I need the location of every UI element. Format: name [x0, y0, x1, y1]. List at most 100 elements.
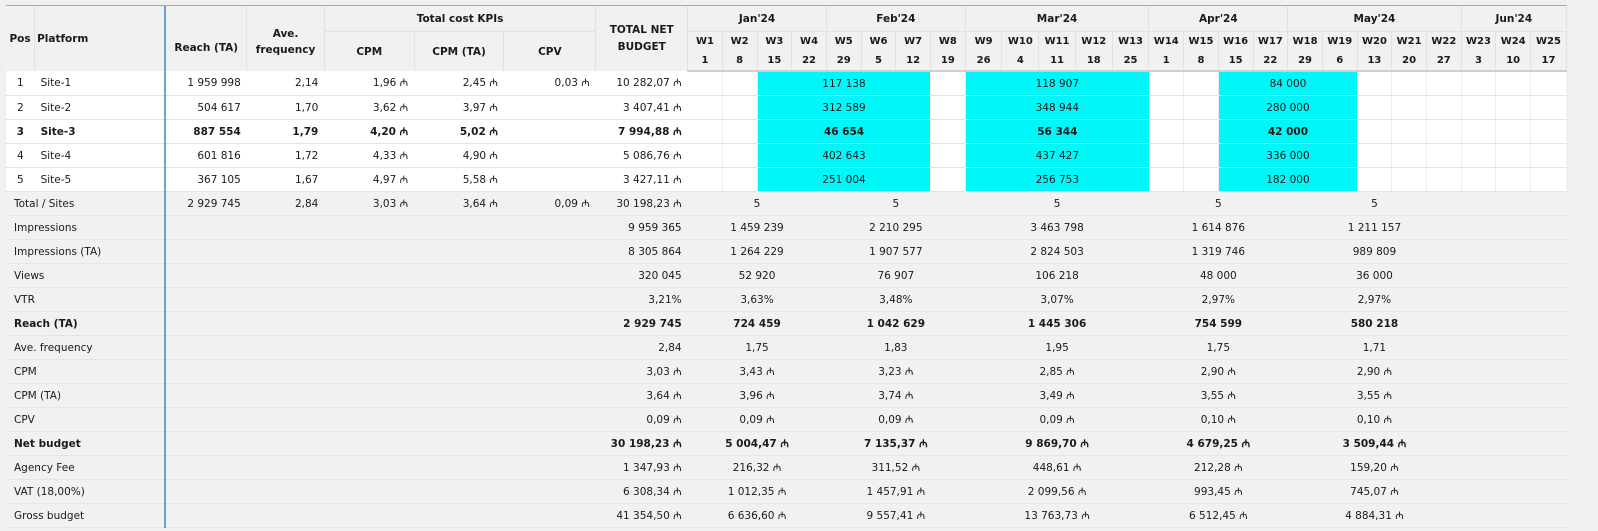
week-cell[interactable]	[930, 95, 966, 120]
flight-block-mar[interactable]: 256 753	[965, 167, 1149, 192]
week-cell[interactable]	[1148, 71, 1185, 96]
week-cell[interactable]	[1391, 71, 1427, 96]
week-cell[interactable]	[1495, 143, 1532, 168]
header-cpv[interactable]: CPV	[503, 31, 597, 71]
site-reach-cell[interactable]: 367 105	[164, 167, 247, 192]
week-cell[interactable]	[1391, 167, 1427, 192]
flight-block-apr-may[interactable]: 84 000	[1218, 71, 1358, 96]
header-reach-ta[interactable]: Reach (TA)	[164, 6, 248, 71]
flight-block-jan-feb[interactable]: 46 654	[757, 119, 931, 144]
header-cpm[interactable]: CPM	[324, 31, 415, 71]
week-cell[interactable]	[722, 167, 758, 192]
week-cell[interactable]	[1357, 167, 1393, 192]
flight-block-jan-feb[interactable]: 312 589	[757, 95, 931, 120]
week-cell[interactable]	[687, 167, 723, 192]
week-cell[interactable]	[1183, 143, 1219, 168]
site-cpm-ta-cell[interactable]: 2,45 ₼	[414, 71, 504, 96]
site-cpm-cell[interactable]: 3,62 ₼	[324, 95, 415, 120]
week-cell[interactable]	[1426, 143, 1462, 168]
site-frequency-cell[interactable]: 1,72	[246, 143, 325, 168]
week-cell[interactable]	[1426, 71, 1462, 96]
site-row[interactable]: 5 Site-5 367 105 1,67 4,97 ₼ 5,58 ₼ 3 427,11 ₼…	[6, 167, 1567, 192]
site-row[interactable]: 3 Site-3 887 554 1,79 4,20 ₼ 5,02 ₼ 7 994,88 ₼…	[6, 119, 1567, 144]
site-row[interactable]: 2 Site-2 504 617 1,70 3,62 ₼ 3,97 ₼ 3 407,41 ₼…	[6, 95, 1567, 120]
site-cpm-cell[interactable]: 4,97 ₼	[324, 167, 415, 192]
site-budget-cell[interactable]: 3 407,41 ₼	[595, 95, 688, 120]
site-budget-cell[interactable]: 10 282,07 ₼	[595, 71, 688, 96]
week-cell[interactable]	[1148, 119, 1185, 144]
week-cell[interactable]	[722, 119, 758, 144]
week-cell[interactable]	[1391, 119, 1427, 144]
site-platform-cell[interactable]: Site-3	[34, 119, 166, 144]
site-cpm-cell[interactable]: 4,33 ₼	[324, 143, 415, 168]
site-cpm-ta-cell[interactable]: 5,02 ₼	[414, 119, 504, 144]
week-cell[interactable]	[1495, 71, 1532, 96]
flight-block-mar[interactable]: 118 907	[965, 71, 1149, 96]
week-cell[interactable]	[1183, 95, 1219, 120]
week-cell[interactable]	[1391, 143, 1427, 168]
site-budget-cell[interactable]: 3 427,11 ₼	[595, 167, 688, 192]
site-cpv-cell[interactable]	[503, 167, 596, 192]
week-cell[interactable]	[1357, 71, 1393, 96]
site-cpm-ta-cell[interactable]: 3,97 ₼	[414, 95, 504, 120]
week-cell[interactable]	[930, 71, 966, 96]
week-cell[interactable]	[1461, 167, 1497, 192]
header-ave-frequency[interactable]: Ave. frequency	[246, 6, 325, 71]
week-cell[interactable]	[687, 95, 723, 120]
site-platform-cell[interactable]: Site-5	[34, 167, 166, 192]
flight-block-apr-may[interactable]: 280 000	[1218, 95, 1358, 120]
site-frequency-cell[interactable]: 1,70	[246, 95, 325, 120]
flight-block-apr-may[interactable]: 42 000	[1218, 119, 1358, 144]
week-cell[interactable]	[687, 143, 723, 168]
week-cell[interactable]	[1426, 119, 1462, 144]
header-cpm-ta[interactable]: CPM (TA)	[414, 31, 505, 71]
week-cell[interactable]	[687, 119, 723, 144]
week-cell[interactable]	[1148, 167, 1185, 192]
week-cell[interactable]	[1530, 95, 1567, 120]
week-cell[interactable]	[722, 71, 758, 96]
site-budget-cell[interactable]: 7 994,88 ₼	[595, 119, 688, 144]
week-cell[interactable]	[1461, 143, 1497, 168]
flight-block-jan-feb[interactable]: 251 004	[757, 167, 931, 192]
flight-block-jan-feb[interactable]: 117 138	[757, 71, 931, 96]
flight-block-mar[interactable]: 348 944	[965, 95, 1149, 120]
header-total-net-budget[interactable]: TOTAL NET BUDGET	[595, 6, 689, 71]
site-reach-cell[interactable]: 887 554	[164, 119, 247, 144]
week-cell[interactable]	[1148, 143, 1185, 168]
flight-block-apr-may[interactable]: 182 000	[1218, 167, 1358, 192]
site-platform-cell[interactable]: Site-1	[34, 71, 166, 96]
week-cell[interactable]	[930, 119, 966, 144]
site-reach-cell[interactable]: 504 617	[164, 95, 247, 120]
flight-block-mar[interactable]: 56 344	[965, 119, 1149, 144]
site-frequency-cell[interactable]: 1,67	[246, 167, 325, 192]
week-cell[interactable]	[1183, 167, 1219, 192]
week-cell[interactable]	[1495, 119, 1532, 144]
week-cell[interactable]	[1530, 71, 1567, 96]
week-cell[interactable]	[1426, 167, 1462, 192]
week-cell[interactable]	[930, 143, 966, 168]
week-cell[interactable]	[1183, 71, 1219, 96]
flight-block-mar[interactable]: 437 427	[965, 143, 1149, 168]
header-pos[interactable]: Pos	[6, 6, 36, 71]
week-cell[interactable]	[1530, 143, 1567, 168]
week-cell[interactable]	[1183, 119, 1219, 144]
week-cell[interactable]	[1148, 95, 1185, 120]
site-row[interactable]: 4 Site-4 601 816 1,72 4,33 ₼ 4,90 ₼ 5 086,76 ₼…	[6, 143, 1567, 168]
week-cell[interactable]	[1495, 95, 1532, 120]
site-platform-cell[interactable]: Site-4	[34, 143, 166, 168]
week-cell[interactable]	[1461, 119, 1497, 144]
site-row[interactable]: 1 Site-1 1 959 998 2,14 1,96 ₼ 2,45 ₼ 0,03 ₼ 10…	[6, 71, 1567, 96]
week-cell[interactable]	[1426, 95, 1462, 120]
site-cpv-cell[interactable]	[503, 119, 596, 144]
week-cell[interactable]	[1461, 71, 1497, 96]
week-cell[interactable]	[722, 143, 758, 168]
site-cpm-cell[interactable]: 4,20 ₼	[324, 119, 415, 144]
site-reach-cell[interactable]: 601 816	[164, 143, 247, 168]
site-cpv-cell[interactable]: 0,03 ₼	[503, 71, 596, 96]
week-cell[interactable]	[722, 95, 758, 120]
flight-block-jan-feb[interactable]: 402 643	[757, 143, 931, 168]
site-budget-cell[interactable]: 5 086,76 ₼	[595, 143, 688, 168]
week-cell[interactable]	[1357, 143, 1393, 168]
week-cell[interactable]	[1530, 167, 1567, 192]
site-reach-cell[interactable]: 1 959 998	[164, 71, 247, 96]
